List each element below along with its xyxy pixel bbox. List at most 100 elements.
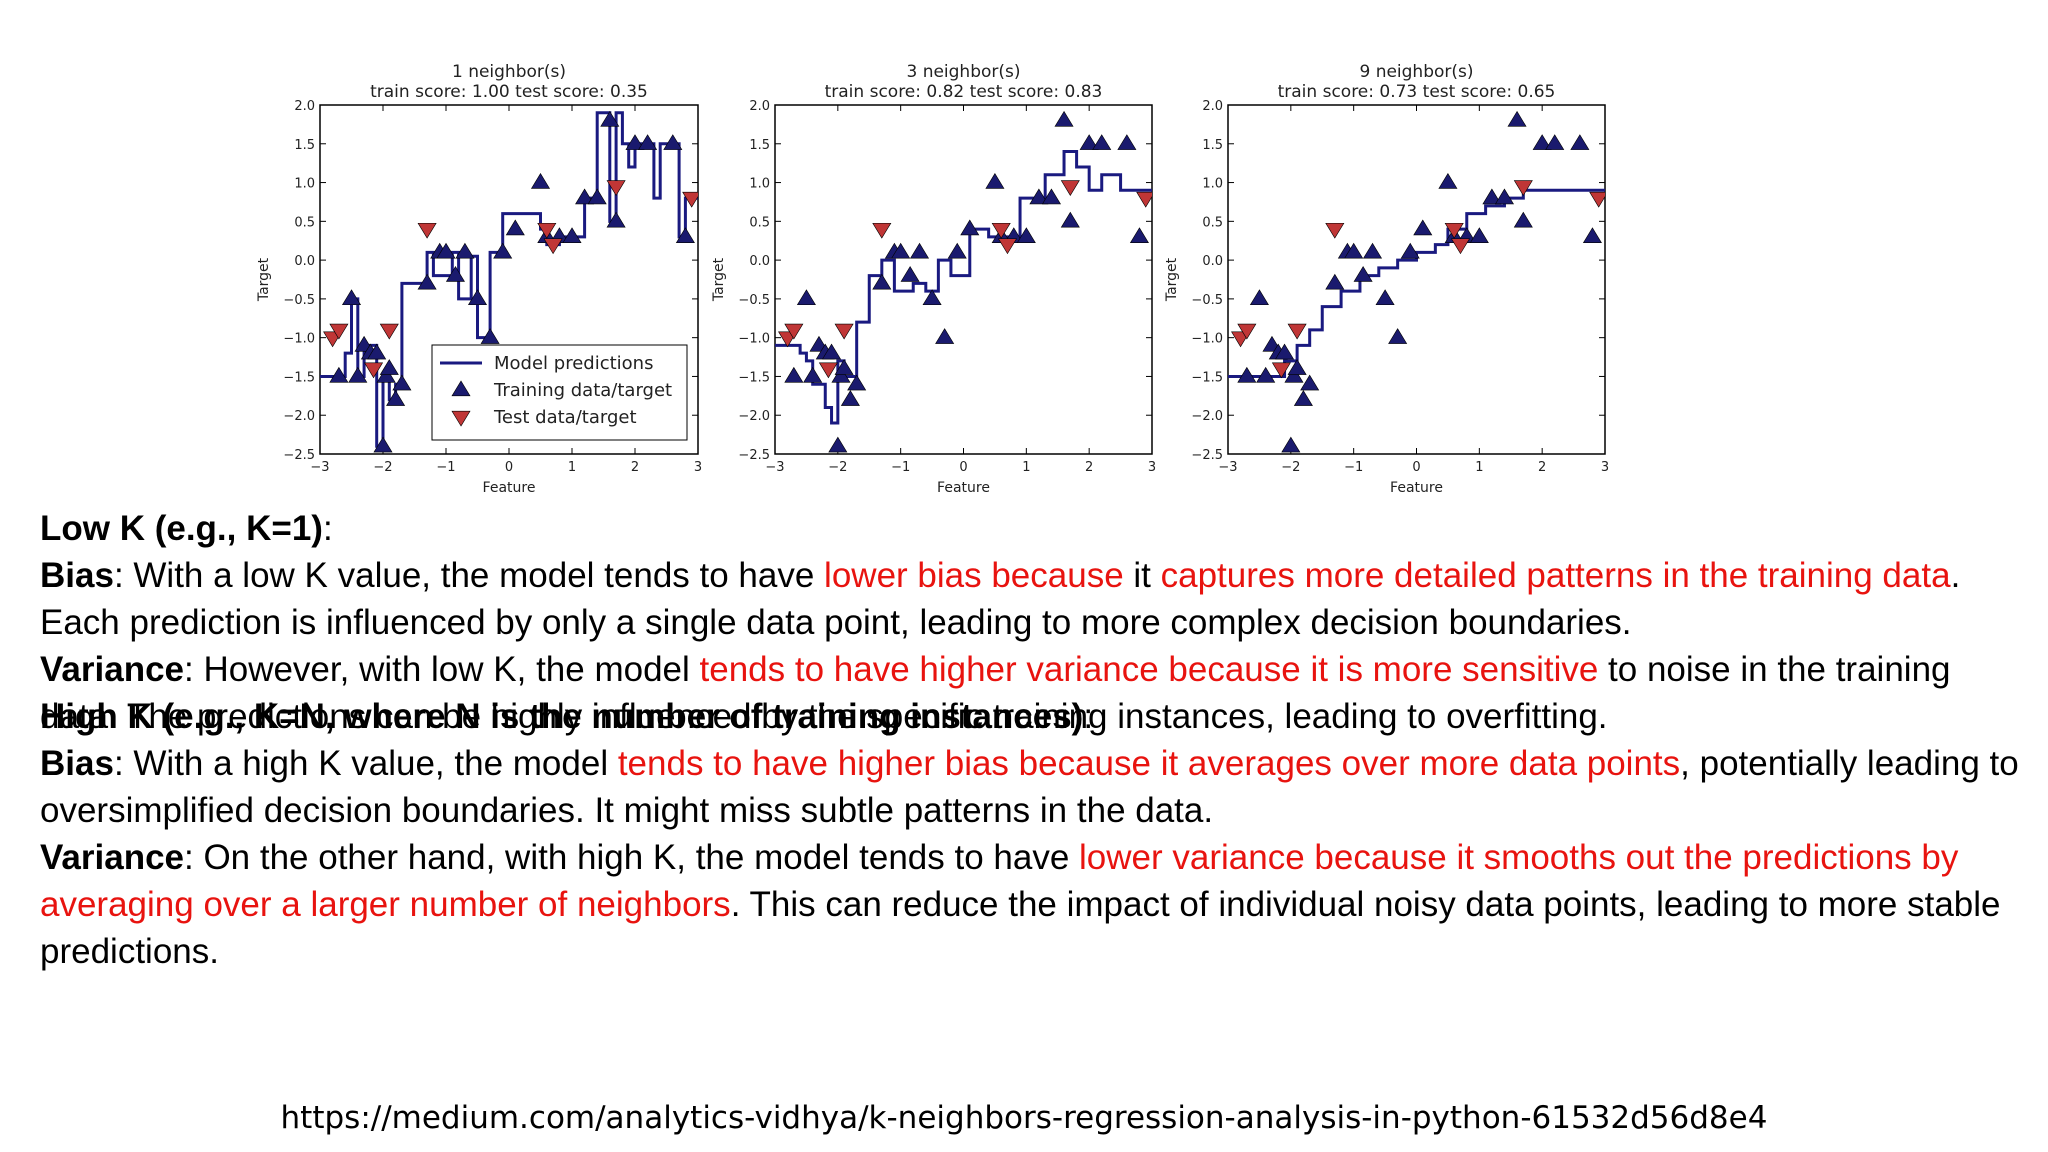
training-point <box>1256 366 1276 383</box>
training-point <box>1284 366 1304 383</box>
training-point <box>922 289 942 306</box>
high-k-paragraph: High K (e.g., K=N, where N is the number… <box>40 693 2030 975</box>
training-point <box>1375 289 1395 306</box>
knn-regression-charts: 1 neighbor(s)train score: 1.00 test scor… <box>256 62 1609 496</box>
training-point <box>1513 211 1533 228</box>
y-tick-label: −2.5 <box>738 448 770 463</box>
low-variance-label: Variance <box>40 650 184 689</box>
training-point <box>1275 343 1295 360</box>
training-point <box>1570 134 1590 150</box>
training-point <box>1388 328 1408 344</box>
y-tick-label: 1.5 <box>749 138 770 153</box>
chart-legend: Model predictions Training data/target Tes… <box>431 344 688 441</box>
plot-area <box>1227 104 1606 455</box>
y-tick-label: −0.5 <box>738 293 770 308</box>
training-point <box>1079 134 1099 150</box>
training-point <box>663 134 683 150</box>
high-bias-text-2: , potentially leading to oversimplified … <box>40 744 2019 830</box>
training-point <box>379 359 399 375</box>
y-tick-label: 0.5 <box>749 215 770 230</box>
source-url[interactable]: https://medium.com/analytics-vidhya/k-ne… <box>280 1100 1768 1136</box>
low-bias-text-2: it <box>1123 556 1161 595</box>
y-tick-label: −1.5 <box>283 370 315 385</box>
test-point <box>1589 191 1605 208</box>
x-tick-label: 0 <box>959 460 967 475</box>
model-predictions-line <box>775 150 1152 425</box>
legend-entry: Model predictions <box>494 353 653 374</box>
training-point <box>1287 359 1307 375</box>
low-variance-text-2: to noise in the training data. The predi… <box>40 650 1951 736</box>
x-tick-label: 2 <box>1538 460 1546 475</box>
explanation-text: Low K (e.g., K=1): Bias: With a low K va… <box>40 505 2030 975</box>
y-tick-label: 0.0 <box>1202 254 1223 269</box>
training-point <box>587 188 607 205</box>
training-point <box>1054 110 1074 127</box>
training-point <box>1281 436 1301 453</box>
chart-title: 1 neighbor(s) <box>452 62 566 82</box>
training-point <box>1413 219 1433 236</box>
x-tick-label: 0 <box>1412 460 1420 475</box>
training-point <box>1344 242 1364 259</box>
test-point <box>364 362 384 379</box>
test-point <box>1444 222 1464 239</box>
low-bias-label: Bias <box>40 556 114 595</box>
model-predictions-line <box>1228 188 1605 378</box>
training-point <box>1293 390 1313 406</box>
test-point <box>1325 222 1345 239</box>
test-point <box>537 222 557 239</box>
test-point <box>1136 191 1152 208</box>
y-tick-label: −0.5 <box>283 293 315 308</box>
training-point <box>445 266 465 282</box>
y-tick-label: 2.0 <box>749 99 770 114</box>
y-tick-label: −1.5 <box>738 370 770 385</box>
x-tick-label: 2 <box>1085 460 1093 475</box>
y-tick-label: 2.0 <box>294 99 315 114</box>
high-variance-highlight: lower variance because it smooths out th… <box>40 838 1959 924</box>
training-point <box>1249 289 1269 306</box>
training-point <box>1016 227 1036 243</box>
x-tick-label: −1 <box>891 460 910 475</box>
y-tick-label: 1.0 <box>1202 177 1223 192</box>
training-point <box>796 289 816 306</box>
training-point <box>376 366 396 383</box>
high-variance-label: Variance <box>40 838 184 877</box>
training-point <box>1129 227 1149 243</box>
y-tick-label: −2.0 <box>738 409 770 424</box>
test-point <box>991 222 1011 239</box>
y-tick-label: 0.5 <box>294 215 315 230</box>
y-tick-label: 0.0 <box>294 254 315 269</box>
x-axis-label: Feature <box>1390 480 1443 496</box>
x-tick-label: −2 <box>1281 460 1300 475</box>
high-bias-highlight: tends to have higher bias because it ave… <box>617 744 1681 783</box>
training-point <box>784 366 804 383</box>
test-point <box>818 362 838 379</box>
training-point <box>872 273 892 290</box>
training-point <box>947 242 967 259</box>
chart-subtitle: train score: 0.82 test score: 0.83 <box>825 82 1103 102</box>
training-point <box>675 227 695 243</box>
training-point <box>341 289 362 306</box>
high-k-heading: High K (e.g., K=N, where N is the number… <box>40 697 1084 736</box>
y-tick-label: −0.5 <box>1191 293 1223 308</box>
training-point <box>909 242 930 259</box>
training-point <box>803 366 823 383</box>
test-point <box>834 323 854 340</box>
low-bias-highlight-1: lower bias because <box>824 556 1124 595</box>
high-variance-text-1: : On the other hand, with high K, the mo… <box>184 838 1080 877</box>
test-point <box>1237 323 1257 340</box>
training-point <box>373 436 393 453</box>
high-heading-colon: : <box>1083 697 1094 736</box>
low-bias-text-1: : With a low K value, the model tends to… <box>113 556 825 595</box>
x-tick-label: −1 <box>1344 460 1363 475</box>
test-point <box>329 323 349 340</box>
plot-area <box>774 104 1153 455</box>
x-tick-label: 1 <box>568 460 576 475</box>
plot-marks <box>1228 110 1605 453</box>
training-point <box>828 436 848 453</box>
chart-panel-1: 1 neighbor(s)train score: 1.00 test scor… <box>256 62 702 496</box>
training-point <box>900 266 920 282</box>
legend-entry: Training data/target <box>493 380 672 401</box>
x-tick-label: −2 <box>828 460 847 475</box>
high-variance-text-2: . This can reduce the impact of individu… <box>40 885 2001 971</box>
y-tick-label: 1.0 <box>294 177 315 192</box>
